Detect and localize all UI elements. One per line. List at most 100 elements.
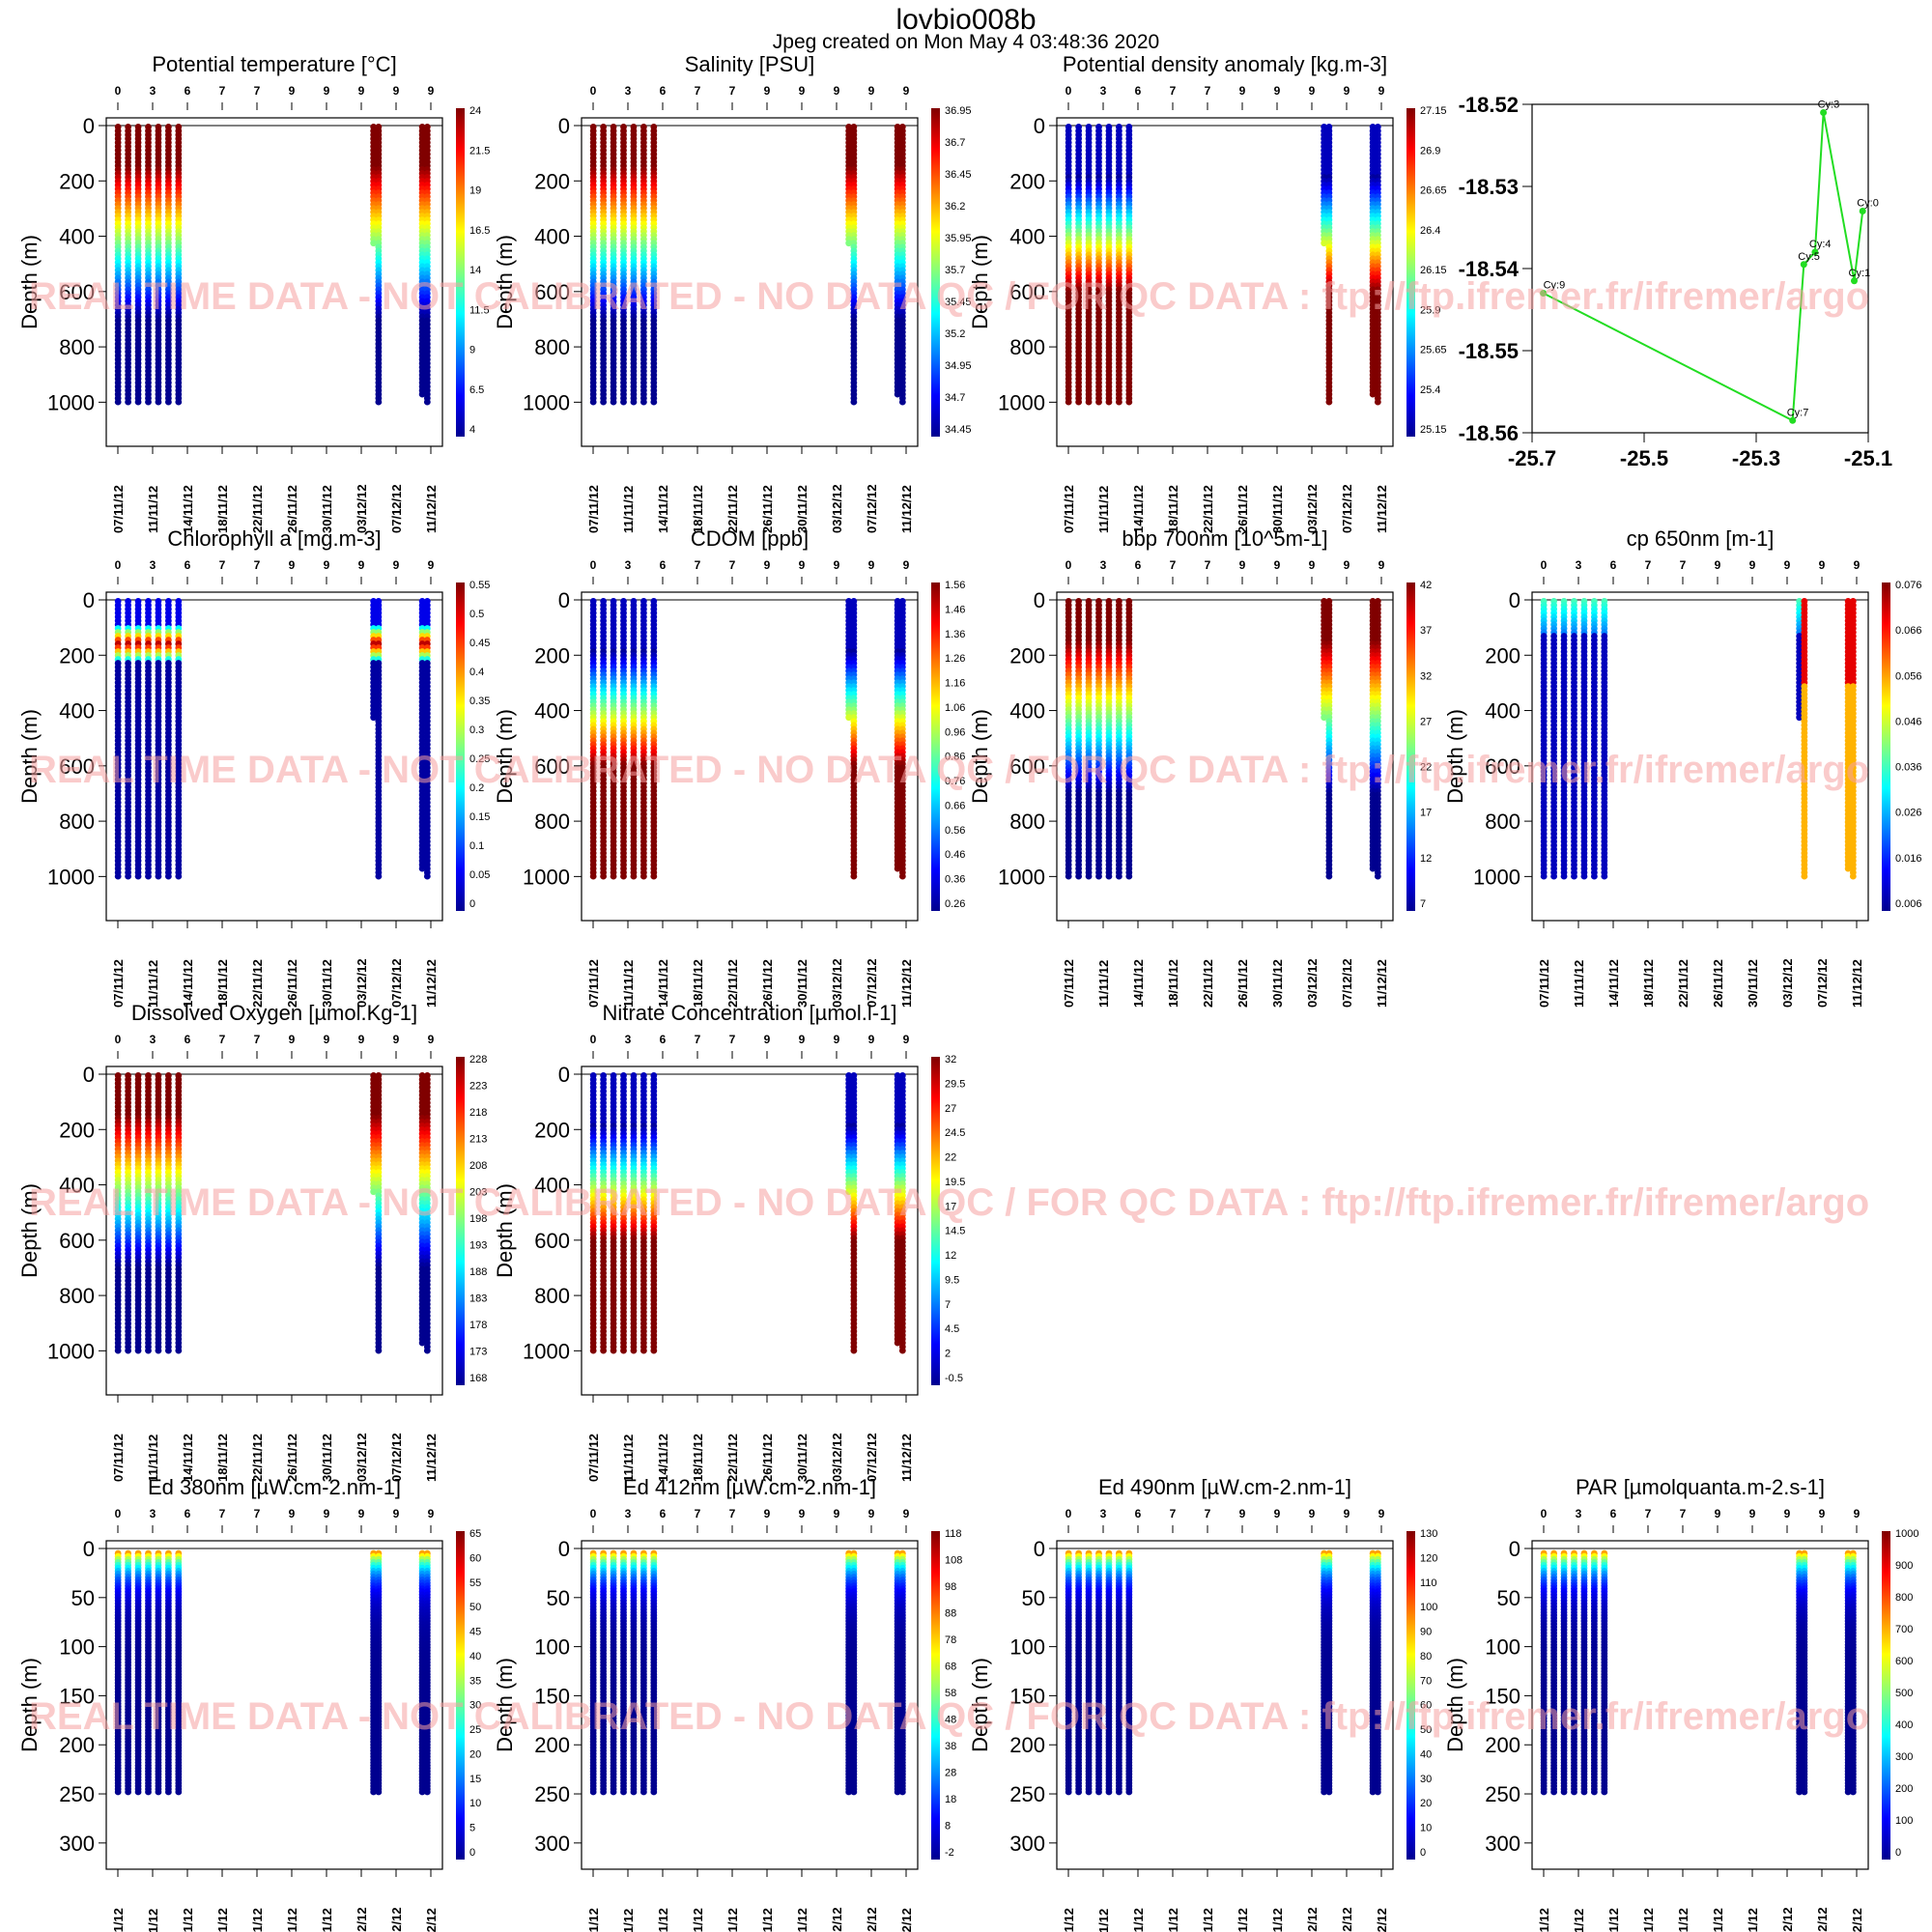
profile-point [610,872,617,880]
date-tick-label: 22/11/12 [250,485,265,533]
profile-point [898,872,906,880]
colorbar [456,108,465,437]
colorbar-tick-label: 26.9 [1420,145,1440,156]
colorbar-tick-label: 36.95 [945,105,972,117]
colorbar-tick-label: 0.05 [469,869,490,881]
colorbar-tick-label: 0.66 [945,800,965,811]
profile-point [1075,398,1083,406]
colorbar-tick-label: 34.45 [945,424,972,436]
profile-point [155,398,162,406]
colorbar-tick-label: 21.5 [469,145,490,156]
cycle-tick-label: 7 [219,558,226,572]
chart-title: bbp 700nm [10^5m-1] [1122,526,1327,551]
depth-tick-label: 0 [83,114,95,138]
colorbar-tick-label: 0.56 [945,825,965,837]
profile-point [423,872,431,880]
profile-point [175,398,183,406]
date-tick-label: 07/12/12 [389,484,404,533]
profile-point [1085,872,1093,880]
depth-tick-label: 800 [1009,335,1045,359]
profile-point [1115,398,1122,406]
cycle-tick-label: 6 [1135,84,1142,98]
colorbar-tick-label: 0.4 [469,667,484,678]
cycle-tick-label: 7 [1170,84,1177,98]
date-tick-label: 07/11/12 [1062,959,1076,1008]
profile-point [650,398,658,406]
colorbar-tick-label: 24 [469,105,481,117]
colorbar-tick-label: 27.15 [1420,105,1447,117]
profile-point [1125,398,1133,406]
date-tick-label: 11/12/12 [424,959,439,1008]
cycle-tick-label: 9 [799,558,806,572]
cycle-tick-label: 7 [1645,558,1652,572]
depth-tick-label: 0 [1034,114,1045,138]
colorbar-tick-label: 32 [1420,670,1432,682]
profile-point [145,872,152,880]
depth-tick-label: 200 [1009,169,1045,193]
cycle-tick-label: 9 [1274,558,1281,572]
profile-point [125,872,132,880]
depth-tick-label: 800 [534,810,570,834]
profile-point [650,872,658,880]
date-tick-label: 11/12/12 [899,485,914,533]
colorbar-tick-label: 7 [1420,898,1426,910]
cycle-tick-label: 6 [660,558,667,572]
cycle-tick-label: 9 [1239,558,1246,572]
cycle-tick-label: 3 [1100,558,1107,572]
longitude-tick-label: -25.3 [1732,446,1780,470]
date-tick-label: 30/11/12 [1270,959,1285,1008]
cycle-point-label: Cy:0 [1857,198,1879,210]
depth-tick-label: 1000 [998,390,1045,414]
colorbar-tick-label: 0.1 [469,840,484,852]
colorbar [1406,108,1415,437]
depth-tick-label: 1000 [47,390,95,414]
cycle-point-label: Cy:4 [1809,239,1832,250]
cycle-tick-label: 9 [289,84,296,98]
colorbar-tick-label: 12 [1420,853,1432,865]
date-tick-label: 11/11/12 [146,486,160,533]
profile-point [164,398,172,406]
profile-point [620,872,627,880]
colorbar-tick-label: 36.2 [945,201,965,213]
date-tick-label: 07/12/12 [1815,958,1830,1008]
cycle-tick-label: 9 [1784,558,1791,572]
cycle-tick-label: 7 [1170,558,1177,572]
date-tick-label: 07/12/12 [1340,958,1354,1008]
date-tick-label: 26/11/12 [285,485,299,533]
cycle-tick-label: 0 [590,558,597,572]
date-tick-label: 14/11/12 [1606,959,1621,1008]
cycle-tick-label: 0 [1065,84,1072,98]
map-frame [1531,103,1869,434]
colorbar-tick-label: 0 [469,898,475,910]
depth-tick-label: 800 [1009,810,1045,834]
colorbar-tick-label: 34.95 [945,360,972,372]
colorbar-tick-label: 0.3 [469,724,484,736]
date-tick-label: 18/11/12 [1166,959,1180,1008]
cycle-tick-label: 9 [868,84,875,98]
profile-point [370,240,378,247]
cycle-tick-label: 9 [834,84,840,98]
cycle-tick-label: 9 [1378,84,1385,98]
plot-frame [105,117,443,447]
colorbar-tick-label: 4 [469,424,475,436]
cycle-tick-label: 9 [903,558,910,572]
profile-point [175,872,183,880]
cycle-tick-label: 0 [1541,558,1548,572]
profile-point [1085,398,1093,406]
profile-point [1374,872,1381,880]
date-tick-label: 07/12/12 [1340,484,1354,533]
profile-point [1105,398,1113,406]
chart-title: Salinity [PSU] [685,52,815,76]
profile-point [134,398,142,406]
chart-title: CDOM [ppb] [691,526,809,551]
profile-point [423,398,431,406]
date-tick-label: 11/12/12 [424,485,439,533]
date-tick-label: 11/12/12 [899,959,914,1008]
profile-point [630,872,638,880]
cycle-tick-label: 6 [185,558,191,572]
colorbar [931,582,940,911]
cycle-tick-label: 9 [1819,558,1826,572]
cycle-tick-label: 9 [428,84,435,98]
profile-point [600,398,608,406]
